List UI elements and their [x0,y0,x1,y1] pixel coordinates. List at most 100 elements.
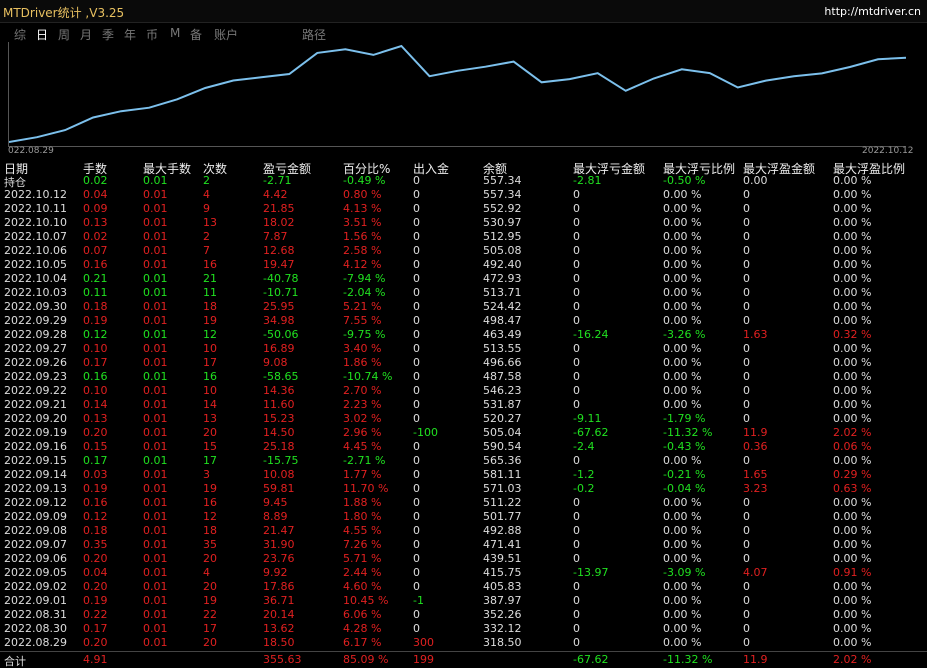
column-header: 盈亏金额 [263,162,312,176]
cell: -67.62 [573,653,609,666]
cell: 0.00 % [833,300,872,313]
cell: 571.03 [483,482,522,495]
cell: 16 [203,258,217,271]
cell: 0 [743,342,750,355]
cell: 9.08 [263,356,288,369]
cell: 0 [743,370,750,383]
cell: 0.80 % [343,188,382,201]
column-header: 手数 [83,162,108,176]
cell: 0 [573,454,580,467]
cell: 0 [743,552,750,565]
cell: 0 [413,538,420,551]
tab[interactable]: 周 [58,28,71,42]
cell: 0 [743,608,750,621]
tab[interactable]: 综 [14,28,27,42]
column-header: 出入金 [413,162,450,176]
cell: 13 [203,216,217,229]
tab[interactable]: 路径 [302,28,327,42]
cell: 0.01 [143,482,168,495]
cell: 2022.10.07 [4,230,67,243]
cell: 530.97 [483,216,522,229]
cell: 0.01 [143,468,168,481]
cell: 513.71 [483,286,522,299]
cell: 0.01 [143,370,168,383]
cell: 0.01 [143,230,168,243]
column-header: 最大浮亏比例 [663,162,736,176]
cell: 25.95 [263,300,295,313]
cell: -1.79 % [663,412,706,425]
cell: 0 [743,622,750,635]
cell: 0.00 % [833,188,872,201]
cell: 0.01 [143,454,168,467]
cell: -13.97 [573,566,609,579]
cell: 0.00 % [663,622,702,635]
cell: 0.01 [143,594,168,607]
cell: 19.47 [263,258,295,271]
cell: 0.01 [143,412,168,425]
cell: 0 [413,314,420,327]
cell: 512.95 [483,230,522,243]
cell: 0.00 % [663,594,702,607]
cell: 0.17 [83,622,108,635]
cell: 0 [573,202,580,215]
cell: 0 [413,216,420,229]
cell: 2022.09.08 [4,524,67,537]
cell: 0 [743,412,750,425]
cell: 12 [203,328,217,341]
cell: 2022.09.20 [4,412,67,425]
cell: 0.14 [83,398,108,411]
tab[interactable]: 备 [190,28,203,42]
cell: 0.00 % [663,510,702,523]
cell: 0 [743,636,750,649]
tab[interactable]: 月 [80,28,93,42]
cell: -16.24 [573,328,609,341]
cell: 0.13 [83,216,108,229]
cell: 0 [743,454,750,467]
cell: 0 [413,482,420,495]
title-bar: MTDriver统计 ,V3.25 http://mtdriver.cn [0,0,927,23]
tab[interactable]: 账户 [214,28,239,42]
cell: 0 [413,608,420,621]
cell: 0 [413,566,420,579]
cell: 590.54 [483,440,522,453]
cell: 0.21 [83,272,108,285]
cell: -1 [413,594,424,607]
cell: 0 [743,356,750,369]
cell: 14.36 [263,384,295,397]
cell: 3.51 % [343,216,382,229]
tab[interactable]: 年 [124,28,137,42]
cell: 0 [573,230,580,243]
cell: 17 [203,454,217,467]
cell: 0.00 % [663,538,702,551]
cell: 1.86 % [343,356,382,369]
cell: 0 [573,286,580,299]
tab[interactable]: 日 [36,28,49,42]
cell: 15.23 [263,412,295,425]
cell: 2 [203,174,210,187]
cell: 0.00 % [663,188,702,201]
cell: 0.01 [143,342,168,355]
cell: 10.08 [263,468,295,481]
cell: 4 [203,566,210,579]
cell: 0.01 [143,328,168,341]
cell: 0.19 [83,314,108,327]
cell: 0.12 [83,510,108,523]
cell: 0.00 % [663,300,702,313]
cell: 7.55 % [343,314,382,327]
cell: 16 [203,496,217,509]
cell: 492.88 [483,524,522,537]
cell: 19 [203,314,217,327]
cell: 4.55 % [343,524,382,537]
cell: 0 [413,258,420,271]
url[interactable]: http://mtdriver.cn [824,5,921,18]
cell: 0.04 [83,188,108,201]
tab[interactable]: 季 [102,28,115,42]
cell: 0 [573,538,580,551]
cell: 0.19 [83,594,108,607]
cell: -40.78 [263,272,299,285]
cell: 0.01 [143,496,168,509]
cell: 2022.09.06 [4,552,67,565]
tab[interactable]: M [170,26,181,40]
cell: 0.01 [143,258,168,271]
tab[interactable]: 币 [146,28,159,42]
